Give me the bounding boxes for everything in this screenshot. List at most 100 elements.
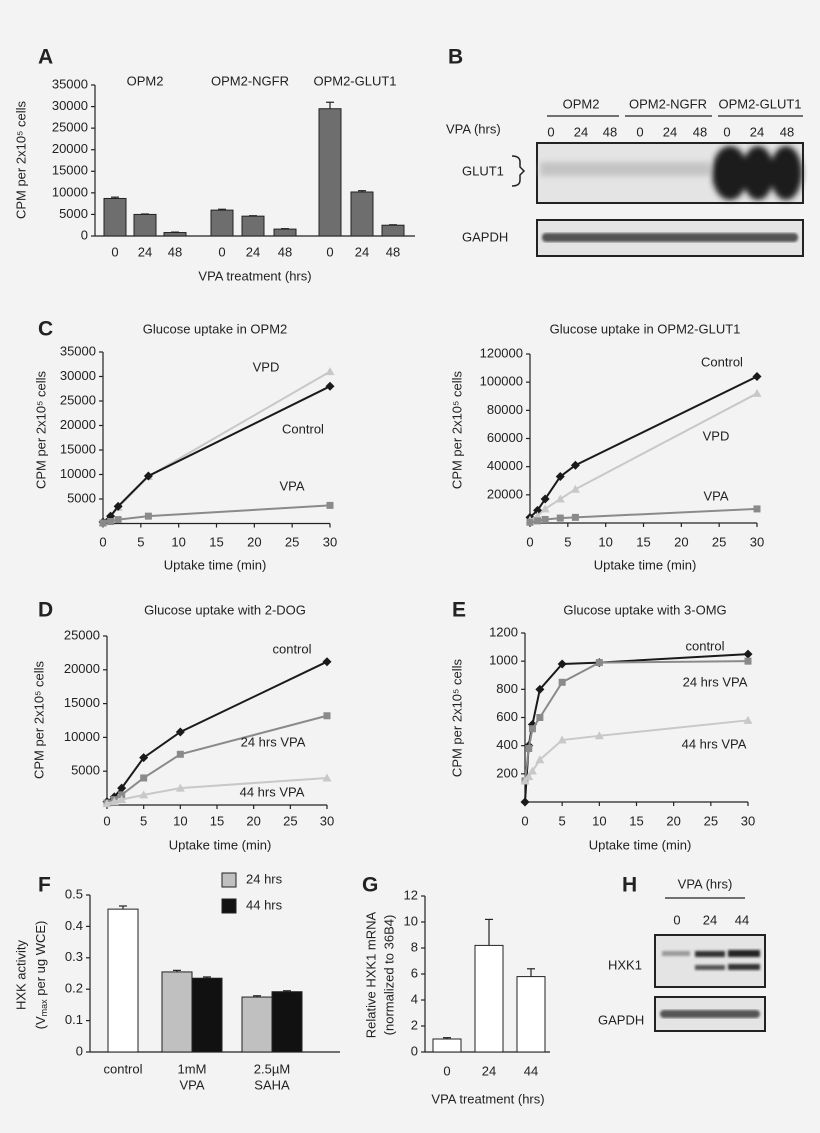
panel-label: G xyxy=(362,874,378,897)
point xyxy=(526,518,534,526)
blot-bands xyxy=(542,233,798,242)
point xyxy=(594,731,604,740)
point xyxy=(109,797,119,806)
x-tick-label: 10 xyxy=(598,534,612,549)
y-tick-label: 10000 xyxy=(64,729,100,744)
y-tick-label: 600 xyxy=(496,709,518,724)
series-line xyxy=(102,504,331,524)
lane-label: 0 xyxy=(673,912,680,927)
y-tick-label: 800 xyxy=(496,681,518,696)
chart: D Glucose uptake with 2-DOG 5000 10000 15000… xyxy=(31,599,334,853)
point xyxy=(113,501,123,511)
panel-label: D xyxy=(38,599,53,622)
y-tick-label: 5000 xyxy=(67,490,96,505)
y-axis-label: CPM per 2x10⁵ cells xyxy=(13,100,28,219)
point xyxy=(535,755,545,764)
point xyxy=(570,484,580,493)
y-tick-label: 120000 xyxy=(480,345,523,360)
x-tick-label: 25 xyxy=(285,534,299,549)
point xyxy=(107,518,115,526)
y-tick-label: 80000 xyxy=(487,402,523,417)
x-tick-label: 30 xyxy=(320,813,334,828)
bar xyxy=(133,213,157,237)
x-tick-label: 24 xyxy=(138,244,152,259)
x-tick-label: 48 xyxy=(278,244,292,259)
x-tick-label: 0 xyxy=(218,244,225,259)
y-axis-label: (normalized to 36B4) xyxy=(381,915,396,1036)
legend-label: 24 hrs xyxy=(246,871,283,886)
point xyxy=(102,799,112,808)
point xyxy=(118,791,126,799)
row-label: GLUT1 xyxy=(462,163,504,178)
y-tick-label: 15000 xyxy=(64,695,100,710)
y-tick-label: 1200 xyxy=(489,624,518,639)
error-bar xyxy=(358,190,366,192)
blot-bands xyxy=(662,950,760,970)
treatment-label: VPA (hrs) xyxy=(678,876,733,891)
y-axis-label: CPM per 2x10⁵ cells xyxy=(31,660,46,779)
x-tick-label: 25 xyxy=(283,813,297,828)
point xyxy=(753,505,761,513)
y-tick-label: 15000 xyxy=(60,441,96,456)
x-axis-label: VPA treatment (hrs) xyxy=(431,1091,544,1106)
point xyxy=(555,472,565,482)
row-label: HXK1 xyxy=(608,957,642,972)
x-tick-label: 24 xyxy=(482,1063,496,1078)
lane-label: 24 xyxy=(703,912,717,927)
point xyxy=(743,715,753,724)
lane-label: 48 xyxy=(693,124,707,139)
bar xyxy=(350,191,374,237)
error-bar xyxy=(218,208,226,211)
error-bar xyxy=(283,990,291,992)
y-tick-label: 100000 xyxy=(480,374,523,389)
x-tick-label: 0 xyxy=(326,244,333,259)
chart: E Glucose uptake with 3-OMG20040060080010… xyxy=(449,599,755,853)
point xyxy=(525,744,533,752)
y-tick-label: 30000 xyxy=(52,98,88,113)
y-tick-label: 20000 xyxy=(52,141,88,156)
group-label: OPM2 xyxy=(127,73,164,88)
x-axis-label: VPA treatment (hrs) xyxy=(198,268,311,283)
blot-bands xyxy=(540,146,802,200)
y-tick-label: 30000 xyxy=(60,368,96,383)
x-tick-label: 15 xyxy=(629,813,643,828)
y-axis-label: HXK activity xyxy=(13,939,28,1010)
y-tick-label: 5000 xyxy=(71,763,100,778)
series-line xyxy=(529,507,758,524)
y-tick-label: 0.1 xyxy=(65,1012,83,1027)
y-tick-label: 0 xyxy=(76,1043,83,1058)
group-label: OPM2 xyxy=(563,96,600,111)
point xyxy=(541,515,549,523)
series-label: Control xyxy=(282,421,324,436)
point xyxy=(326,501,334,509)
point xyxy=(144,512,152,520)
lane-label: 24 xyxy=(750,124,764,139)
x-tick-label: 5 xyxy=(559,813,566,828)
point xyxy=(558,678,566,686)
y-tick-label: 0.2 xyxy=(65,981,83,996)
point xyxy=(520,797,530,807)
treatment-label: VPA (hrs) xyxy=(446,121,501,136)
lane-label: 0 xyxy=(547,124,554,139)
y-tick-label: 5000 xyxy=(59,206,88,221)
y-tick-label: 35000 xyxy=(60,343,96,358)
point xyxy=(540,494,550,504)
x-tick-label: 0 xyxy=(111,244,118,259)
y-tick-label: 20000 xyxy=(487,486,523,501)
panel-label: E xyxy=(452,599,466,622)
series-label: VPA xyxy=(703,488,728,503)
y-tick-label: 60000 xyxy=(487,430,523,445)
chart-title: Glucose uptake with 2-DOG xyxy=(144,602,306,617)
bar xyxy=(241,215,265,237)
point xyxy=(139,753,149,763)
y-tick-label: 10 xyxy=(404,913,418,928)
x-axis-label: Uptake time (min) xyxy=(594,557,697,572)
x-tick-label: 15 xyxy=(210,813,224,828)
bar xyxy=(191,977,223,1053)
group-label: OPM2-NGFR xyxy=(211,73,289,88)
error-bar xyxy=(173,969,181,972)
x-axis-label: Uptake time (min) xyxy=(164,557,267,572)
row-label: GAPDH xyxy=(598,1012,644,1027)
point xyxy=(540,504,550,513)
point xyxy=(595,659,603,667)
